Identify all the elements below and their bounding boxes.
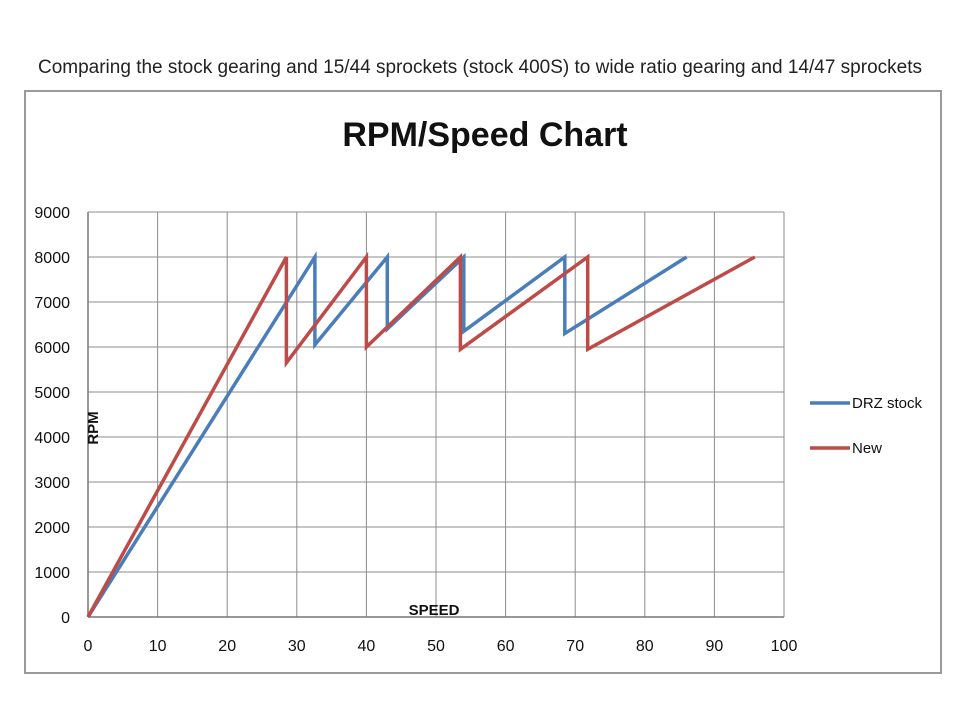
y-axis-label: RPM <box>85 411 102 444</box>
legend-label: DRZ stock <box>852 395 923 412</box>
series-lines <box>86 250 756 618</box>
x-tick-label: 10 <box>149 638 167 655</box>
x-tick-label: 40 <box>358 638 376 655</box>
y-tick-labels: 0 1000 2000 3000 4000 5000 6000 7000 8000 9000 <box>34 205 70 627</box>
chart-title: RPM/Speed Chart <box>342 116 627 154</box>
chart-caption: Comparing the stock gearing and 15/44 sp… <box>37 57 922 78</box>
y-tick-label: 9000 <box>34 205 70 222</box>
y-tick-label: 1000 <box>34 565 70 582</box>
grid <box>87 211 785 618</box>
y-tick-label: 3000 <box>34 475 70 492</box>
y-tick-label: 0 <box>61 610 70 627</box>
x-axis-label: SPEED <box>409 602 460 619</box>
y-tick-label: 2000 <box>34 520 70 537</box>
x-tick-label: 30 <box>288 638 306 655</box>
y-tick-label: 4000 <box>34 430 70 447</box>
x-tick-labels: 0 10 20 30 40 50 60 70 80 90 100 <box>84 638 798 655</box>
x-tick-label: 60 <box>497 638 515 655</box>
rpm-speed-chart: RPM/Speed Chart 0 10 20 30 40 50 60 70 80 90 100 0… <box>34 116 923 655</box>
x-tick-label: 80 <box>636 638 654 655</box>
x-tick-label: 100 <box>771 638 798 655</box>
x-tick-label: 90 <box>706 638 724 655</box>
x-tick-label: 20 <box>218 638 236 655</box>
y-tick-label: 6000 <box>34 340 70 357</box>
x-tick-label: 0 <box>84 638 93 655</box>
legend-label: New <box>852 440 882 457</box>
series-line-drz-stock <box>86 250 688 618</box>
y-tick-label: 5000 <box>34 385 70 402</box>
x-tick-label: 50 <box>427 638 445 655</box>
y-tick-label: 8000 <box>34 250 70 267</box>
legend: DRZ stock New <box>810 395 923 457</box>
series-line-new <box>86 251 756 618</box>
y-tick-label: 7000 <box>34 295 70 312</box>
x-tick-label: 70 <box>566 638 584 655</box>
chart-area: RPM/Speed Chart 0 10 20 30 40 50 60 70 80 90 100 0… <box>24 90 942 674</box>
